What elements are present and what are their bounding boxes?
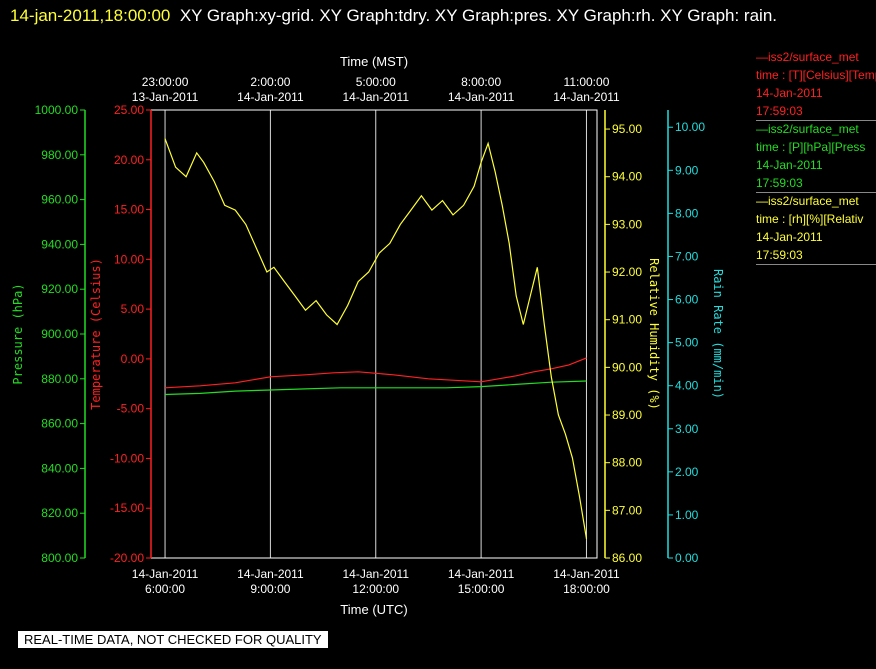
x-tick-label-bottom: 15:00:00 [458,582,505,596]
pressure-series-line [164,380,587,396]
temperature-tick-label: 25.00 [114,103,144,117]
x-tick-label-top: 5:00:00 [356,75,396,89]
page-title: 14-jan-2011,18:00:00 XY Graph:xy-grid. X… [10,2,870,30]
pressure-tick-label: 920.00 [41,282,78,296]
x-tick-label-bottom: 14-Jan-2011 [132,567,199,581]
legend-time: 17:59:03 [756,174,876,193]
legend-source: —iss2/surface_met [756,122,859,136]
x-tick-label-bottom: 18:00:00 [563,582,610,596]
rain-tick-label: 9.00 [675,163,699,177]
humidity-series-line [164,138,588,539]
pressure-tick-label: 840.00 [41,461,78,475]
rain-tick-label: 3.00 [675,422,699,436]
temperature-series-line [164,357,587,389]
pressure-tick-label: 1000.00 [35,103,79,117]
legend-time: 17:59:03 [756,246,876,265]
temperature-tick-label: 20.00 [114,153,144,167]
humidity-tick-label: 92.00 [612,265,642,279]
temperature-tick-label: -15.00 [110,501,144,515]
temperature-tick-label: 0.00 [121,352,145,366]
quality-notice: REAL-TIME DATA, NOT CHECKED FOR QUALITY [18,631,328,648]
x-tick-label-top: 8:00:00 [461,75,501,89]
humidity-tick-label: 88.00 [612,456,642,470]
x-axis-title-top: Time (MST) [340,54,408,69]
pressure-tick-label: 820.00 [41,506,78,520]
timestamp: 14-jan-2011,18:00:00 [10,6,171,25]
rain-tick-label: 4.00 [675,379,699,393]
x-tick-label-top: 23:00:00 [142,75,189,89]
x-axis-title-bottom: Time (UTC) [340,602,407,617]
legend-time: 17:59:03 [756,102,876,121]
x-tick-label-top: 14-Jan-2011 [553,90,620,104]
rain-tick-label: 2.00 [675,465,699,479]
x-tick-label-bottom: 9:00:00 [250,582,290,596]
x-tick-label-top: 14-Jan-2011 [237,90,304,104]
pressure-tick-label: 900.00 [41,327,78,341]
pressure-tick-label: 960.00 [41,193,78,207]
rain-tick-label: 5.00 [675,336,699,350]
temperature-tick-label: 15.00 [114,203,144,217]
rain-tick-label: 10.00 [675,120,705,134]
x-tick-label-top: 13-Jan-2011 [132,90,199,104]
humidity-tick-label: 87.00 [612,503,642,517]
legend-date: 14-Jan-2011 [756,86,823,100]
pressure-tick-label: 800.00 [41,551,78,565]
legend-line1: time : [rh][%][Relativ [756,212,864,226]
x-tick-label-bottom: 14-Jan-2011 [448,567,515,581]
legend-source: —iss2/surface_met [756,194,859,208]
temperature-tick-label: -10.00 [110,451,144,465]
x-tick-label-top: 14-Jan-2011 [343,90,410,104]
legend-line1: time : [P][hPa][Press [756,140,866,154]
pressure-tick-label: 860.00 [41,417,78,431]
pressure-axis-title: Pressure (hPa) [11,283,25,384]
rain-tick-label: 7.00 [675,249,699,263]
rain-tick-label: 0.00 [675,551,699,565]
x-tick-label-top: 2:00:00 [250,75,290,89]
x-tick-label-bottom: 12:00:00 [352,582,399,596]
x-tick-label-bottom: 14-Jan-2011 [343,567,410,581]
rain-axis-title: Rain Rate (mm/min) [711,269,725,399]
temperature-tick-label: -20.00 [110,551,144,565]
x-tick-label-bottom: 6:00:00 [145,582,185,596]
humidity-tick-label: 94.00 [612,170,642,184]
temperature-tick-label: 10.00 [114,252,144,266]
humidity-tick-label: 93.00 [612,217,642,231]
x-tick-label-bottom: 14-Jan-2011 [237,567,304,581]
rain-tick-label: 6.00 [675,293,699,307]
x-tick-label-bottom: 14-Jan-2011 [553,567,620,581]
temperature-axis-title: Temperature (Celsius) [89,258,103,410]
x-tick-label-top: 14-Jan-2011 [448,90,515,104]
temperature-tick-label: -5.00 [117,402,145,416]
temperature-tick-label: 5.00 [121,302,145,316]
pressure-tick-label: 880.00 [41,372,78,386]
rain-tick-label: 8.00 [675,206,699,220]
humidity-tick-label: 91.00 [612,313,642,327]
humidity-axis-title: Relative Humidity (%) [647,258,661,410]
legend-date: 14-Jan-2011 [756,230,823,244]
plot-frame [150,109,598,559]
humidity-tick-label: 89.00 [612,408,642,422]
humidity-tick-label: 95.00 [612,122,642,136]
rain-tick-label: 1.00 [675,508,699,522]
humidity-tick-label: 86.00 [612,551,642,565]
graph-list: XY Graph:xy-grid. XY Graph:tdry. XY Grap… [179,6,778,25]
legend-line1: time : [T][Celsius][Temp [756,68,876,82]
legend-date: 14-Jan-2011 [756,158,823,172]
legend-source: —iss2/surface_met [756,50,859,64]
pressure-tick-label: 980.00 [41,148,78,162]
x-tick-label-top: 11:00:00 [564,75,610,89]
pressure-tick-label: 940.00 [41,237,78,251]
humidity-tick-label: 90.00 [612,360,642,374]
